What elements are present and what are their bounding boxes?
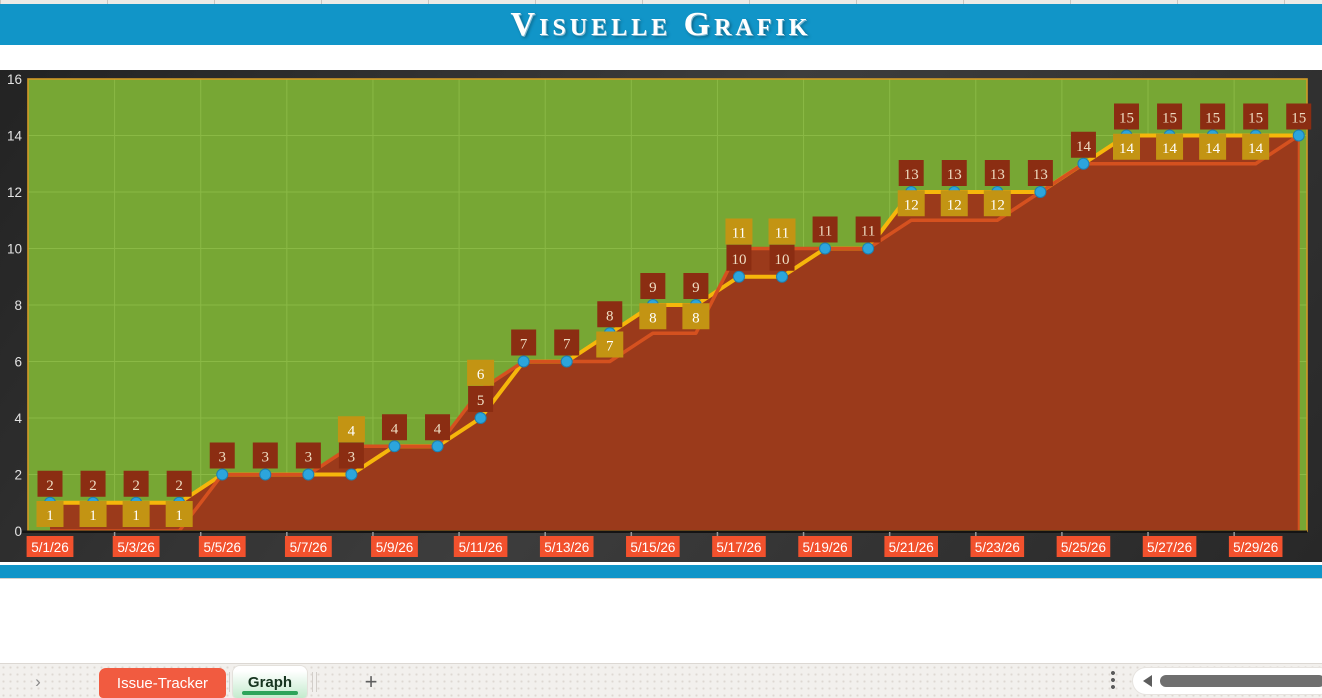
svg-text:5/7/26: 5/7/26 — [290, 540, 328, 555]
svg-text:8: 8 — [14, 298, 22, 313]
svg-text:2: 2 — [132, 478, 140, 494]
tab-separator — [229, 672, 230, 692]
svg-text:4: 4 — [391, 421, 399, 437]
svg-text:14: 14 — [1119, 141, 1135, 157]
svg-text:5/19/26: 5/19/26 — [803, 540, 848, 555]
svg-text:2: 2 — [46, 478, 54, 494]
svg-text:5/3/26: 5/3/26 — [117, 540, 155, 555]
svg-text:6: 6 — [477, 367, 485, 383]
svg-text:13: 13 — [904, 167, 919, 183]
svg-text:5: 5 — [477, 393, 485, 409]
svg-text:13: 13 — [947, 167, 962, 183]
svg-text:14: 14 — [1076, 139, 1092, 155]
svg-text:13: 13 — [1033, 167, 1048, 183]
horizontal-scrollbar[interactable] — [1133, 668, 1322, 694]
sheet-tab-bar: › Issue-Tracker Graph + • • • — [0, 663, 1322, 698]
svg-text:7: 7 — [520, 337, 528, 353]
svg-text:2: 2 — [89, 478, 97, 494]
tab-separator — [312, 672, 313, 692]
svg-text:5/15/26: 5/15/26 — [630, 540, 675, 555]
svg-text:13: 13 — [990, 167, 1005, 183]
svg-text:14: 14 — [1248, 141, 1264, 157]
svg-text:15: 15 — [1291, 111, 1306, 127]
svg-text:5/9/26: 5/9/26 — [376, 540, 414, 555]
svg-text:5/23/26: 5/23/26 — [975, 540, 1020, 555]
svg-text:8: 8 — [649, 310, 657, 326]
series-red-line[interactable] — [50, 134, 1300, 533]
svg-text:8: 8 — [692, 310, 700, 326]
divider-bar — [0, 565, 1322, 578]
svg-text:7: 7 — [606, 339, 614, 355]
svg-text:12: 12 — [947, 197, 962, 213]
area-series-labels: 2 2 2 2 3 3 3 3 4 4 5 7 7 8 9 9 10 10 11 11 13 13 13 13 14 15 15 15… — [37, 103, 1312, 497]
svg-text:3: 3 — [218, 450, 226, 466]
svg-text:5/17/26: 5/17/26 — [716, 540, 761, 555]
svg-text:11: 11 — [818, 224, 832, 240]
spreadsheet-top-edge — [0, 0, 1322, 4]
svg-text:8: 8 — [606, 308, 614, 324]
sheet-options-kebab-icon[interactable]: • • • — [1110, 665, 1116, 696]
tab-issue-tracker-label: Issue-Tracker — [116, 674, 209, 692]
svg-text:12: 12 — [904, 197, 919, 213]
svg-text:6: 6 — [14, 355, 22, 370]
svg-text:5/27/26: 5/27/26 — [1147, 540, 1192, 555]
svg-text:9: 9 — [692, 280, 700, 296]
svg-text:1: 1 — [89, 508, 97, 524]
svg-text:5/11/26: 5/11/26 — [459, 540, 503, 555]
scroll-left-icon[interactable] — [1143, 675, 1152, 687]
svg-text:5/25/26: 5/25/26 — [1061, 540, 1106, 555]
svg-text:5/21/26: 5/21/26 — [889, 540, 934, 555]
svg-text:12: 12 — [990, 197, 1005, 213]
svg-text:4: 4 — [348, 423, 356, 439]
svg-text:10: 10 — [7, 242, 22, 257]
scrollbar-thumb[interactable] — [1160, 675, 1322, 687]
row-hairline — [0, 578, 1322, 579]
svg-text:5/13/26: 5/13/26 — [544, 540, 589, 555]
svg-text:3: 3 — [305, 450, 313, 466]
svg-text:4: 4 — [434, 421, 442, 437]
svg-text:15: 15 — [1162, 111, 1177, 127]
svg-text:10: 10 — [731, 252, 746, 268]
svg-text:11: 11 — [775, 226, 789, 242]
svg-text:5/29/26: 5/29/26 — [1233, 540, 1278, 555]
svg-text:15: 15 — [1205, 111, 1220, 127]
svg-text:2: 2 — [14, 468, 22, 483]
svg-text:11: 11 — [732, 226, 746, 242]
svg-text:15: 15 — [1248, 111, 1263, 127]
svg-text:5/1/26: 5/1/26 — [31, 540, 69, 555]
svg-text:16: 16 — [7, 72, 22, 87]
svg-text:15: 15 — [1119, 111, 1134, 127]
tab-graph-label: Graph — [247, 673, 293, 691]
svg-text:1: 1 — [175, 508, 183, 524]
svg-text:14: 14 — [1205, 141, 1221, 157]
x-axis-tick-labels: 5/1/26 5/3/26 5/5/26 5/7/26 5/9/26 5/11/26 5/1… — [26, 536, 1283, 557]
add-sheet-button[interactable]: + — [364, 669, 378, 694]
sheet-nav-arrow[interactable]: › — [35, 672, 41, 691]
svg-text:12: 12 — [7, 185, 22, 200]
svg-text:10: 10 — [775, 252, 790, 268]
svg-text:14: 14 — [7, 129, 23, 144]
chart-area[interactable]: 1 1 1 1 4 6 7 8 8 11 11 12 12 12 14 14 14 14 2 2 2 2 3 3 3 3 4 4 5 7 7… — [0, 70, 1322, 562]
title-banner: Visuelle Grafik — [0, 4, 1322, 45]
svg-text:9: 9 — [649, 280, 657, 296]
tab-graph[interactable]: Graph — [233, 666, 307, 698]
svg-text:14: 14 — [1162, 141, 1178, 157]
svg-text:0: 0 — [14, 524, 22, 539]
svg-text:2: 2 — [175, 478, 183, 494]
svg-text:1: 1 — [132, 508, 140, 524]
active-tab-underline — [242, 691, 298, 695]
svg-text:3: 3 — [262, 450, 270, 466]
svg-text:5/5/26: 5/5/26 — [203, 540, 241, 555]
svg-text:3: 3 — [348, 450, 356, 466]
svg-text:1: 1 — [46, 508, 54, 524]
y-axis-tick-labels: 0 2 4 6 8 10 12 14 16 — [7, 72, 23, 539]
tab-issue-tracker[interactable]: Issue-Tracker — [99, 668, 226, 698]
tab-separator — [316, 672, 317, 692]
svg-text:7: 7 — [563, 337, 571, 353]
svg-text:11: 11 — [861, 224, 875, 240]
page-title: Visuelle Grafik — [510, 5, 812, 43]
svg-text:4: 4 — [14, 411, 22, 426]
